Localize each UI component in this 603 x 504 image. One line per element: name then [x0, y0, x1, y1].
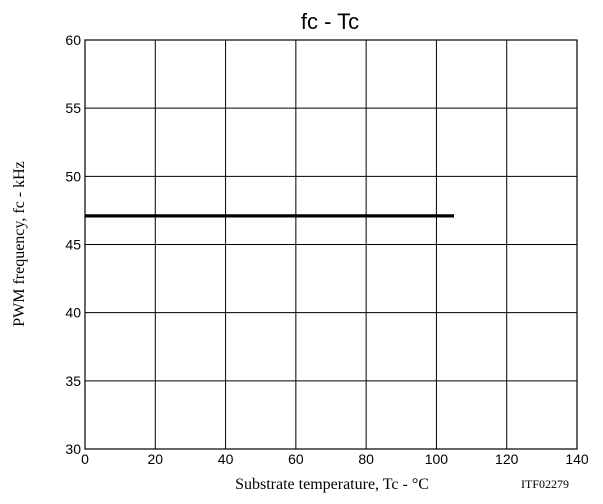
x-tick-label: 140	[565, 451, 589, 467]
y-tick-label: 30	[65, 441, 81, 457]
y-tick-label: 60	[65, 32, 81, 48]
x-tick-label: 60	[288, 451, 304, 467]
y-tick-label: 55	[65, 100, 81, 116]
y-tick-label: 40	[65, 305, 81, 321]
chart-title: fc - Tc	[301, 9, 359, 34]
x-axis-label: Substrate temperature, Tc - °C	[235, 476, 429, 493]
y-tick-label: 35	[65, 373, 81, 389]
grid-lines	[85, 40, 577, 449]
x-tick-label: 120	[495, 451, 519, 467]
x-tick-label: 20	[147, 451, 163, 467]
x-tick-label: 100	[425, 451, 449, 467]
x-tick-label: 80	[358, 451, 374, 467]
x-tick-label: 0	[81, 451, 89, 467]
figure-code: ITF02279	[521, 477, 569, 491]
plot-frame	[84, 39, 578, 450]
y-axis-label: PWM frequency, fc - kHz	[11, 161, 28, 327]
y-tick-labels: 30 35 40 45 50 55 60	[65, 32, 81, 457]
y-tick-label: 45	[65, 237, 81, 253]
x-tick-label: 40	[218, 451, 234, 467]
y-tick-label: 50	[65, 168, 81, 184]
x-tick-labels: 0 20 40 60 80 100 120 140	[81, 451, 589, 467]
